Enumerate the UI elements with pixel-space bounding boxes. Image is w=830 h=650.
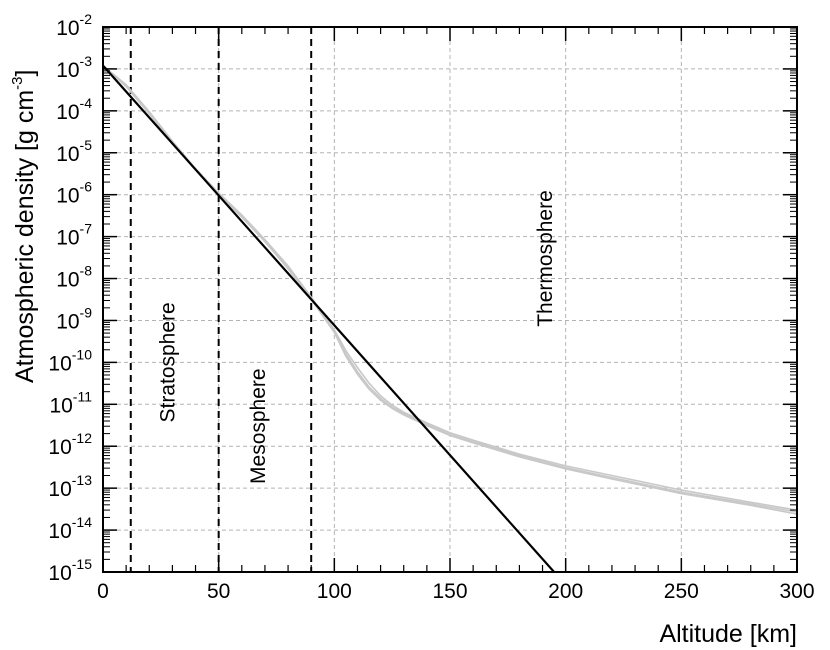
region-label: Stratosphere (157, 302, 180, 422)
x-tick-label: 300 (779, 580, 814, 603)
x-axis-label: Altitude [km] (659, 620, 797, 648)
y-tick-label: 10-14 (48, 514, 92, 543)
y-axis-label-exponent: -3 (9, 76, 26, 89)
x-tick-label: 50 (207, 580, 230, 603)
y-axis-label-main: Atmospheric density [g cm (11, 90, 39, 383)
y-axis-label: Atmospheric density [g cm-3] (9, 70, 39, 383)
y-tick-label: 10-12 (48, 430, 92, 459)
y-tick-label: 10-3 (56, 53, 92, 82)
data-series (103, 64, 797, 572)
exponential-fit-line (103, 64, 555, 572)
x-tick-labels: 0 50 100 150 200 250 300 (97, 580, 814, 603)
y-tick-label: 10-9 (56, 304, 92, 333)
y-tick-label: 10-11 (49, 388, 92, 417)
region-boundaries (129, 27, 313, 572)
y-tick-label: 10-8 (56, 263, 92, 292)
x-tick-label: 100 (317, 580, 352, 603)
y-tick-label: 10-7 (56, 221, 92, 250)
region-label: Thermosphere (534, 190, 557, 327)
y-tick-label: 10-4 (56, 95, 92, 124)
y-tick-label: 10-10 (48, 346, 92, 375)
x-tick-label: 150 (432, 580, 467, 603)
y-tick-label: 10-5 (56, 137, 92, 166)
y-axis-label-close: ] (11, 70, 39, 77)
y-tick-labels: 10-15 10-14 10-13 10-12 10-11 10-10 10-9 10-8 10… (48, 11, 92, 585)
y-tick-label: 10-15 (48, 556, 92, 585)
grid-lines (103, 27, 797, 572)
x-tick-label: 250 (664, 580, 699, 603)
y-tick-label: 10-13 (48, 472, 92, 501)
y-tick-label: 10-6 (56, 179, 92, 208)
y-tick-label: 10-2 (56, 11, 92, 40)
x-tick-label: 200 (548, 580, 583, 603)
region-labels: Stratosphere Mesosphere Thermosphere (157, 190, 557, 484)
x-tick-label: 0 (97, 580, 109, 603)
region-label: Mesosphere (247, 368, 270, 484)
axis-ticks (102, 26, 798, 573)
